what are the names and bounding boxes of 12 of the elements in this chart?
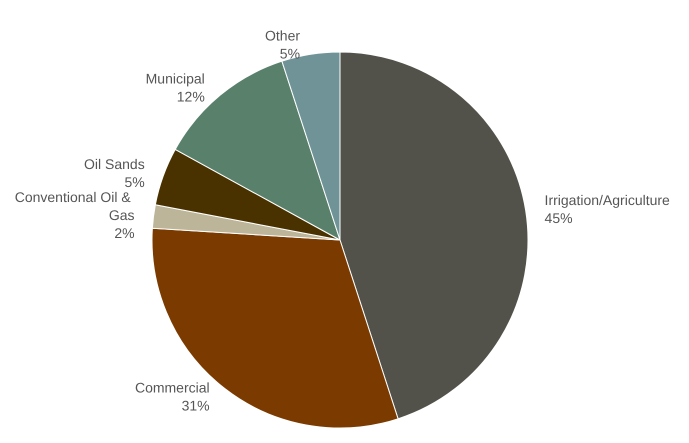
data-label: 12% (176, 88, 205, 104)
slice-label: Other (265, 27, 300, 44)
slice-label: Municipal (146, 70, 205, 86)
data-label: 2% (114, 225, 135, 242)
slice-label: Oil Sands (84, 156, 145, 172)
slice-label: Conventional Oil & Gas (14, 189, 135, 224)
data-label: 31% (182, 397, 210, 414)
data-label: 5% (280, 45, 300, 62)
data-label: 45% (544, 210, 573, 226)
data-label: 5% (124, 174, 145, 190)
slice-label: Irrigation/Agriculture (544, 192, 670, 208)
slice-label: Commercial (134, 379, 210, 396)
